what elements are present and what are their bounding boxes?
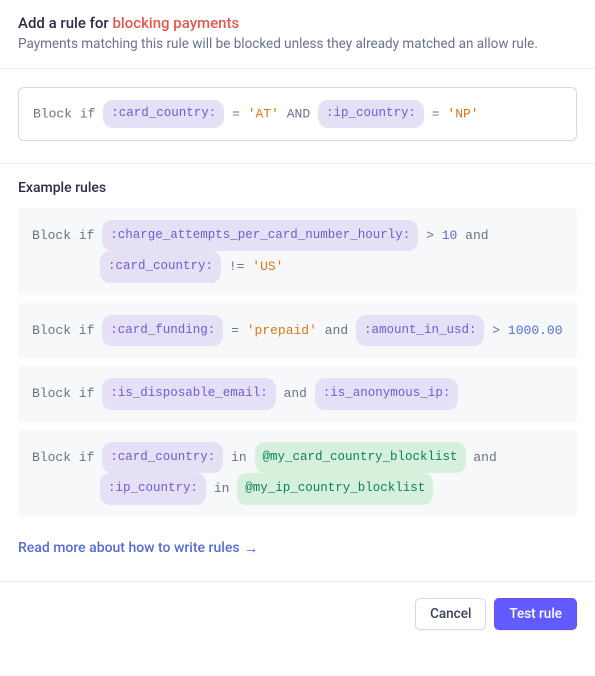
field-card-country: :card_country: bbox=[100, 251, 221, 283]
footer: Cancel Test rule bbox=[0, 581, 595, 648]
field-ip-country: :ip_country: bbox=[100, 473, 206, 505]
field-disposable-email: :is_disposable_email: bbox=[102, 378, 276, 410]
rule-editor-input[interactable]: Block if :card_country: = 'AT' AND :ip_c… bbox=[18, 87, 577, 141]
conj-and: and bbox=[465, 228, 488, 243]
operator-in: in bbox=[231, 450, 247, 465]
operator-eq: = bbox=[231, 323, 239, 338]
field-card-country: :card_country: bbox=[102, 442, 223, 474]
keyword: Block if bbox=[32, 386, 94, 401]
operator-gt: > bbox=[426, 228, 434, 243]
field-ip-country: :ip_country: bbox=[318, 100, 424, 128]
read-more-text: Read more about how to write rules bbox=[18, 540, 240, 556]
field-card-country: :card_country: bbox=[103, 100, 224, 128]
field-charge-attempts: :charge_attempts_per_card_number_hourly: bbox=[102, 220, 418, 252]
title-highlight: blocking payments bbox=[112, 14, 239, 32]
example-rule[interactable]: Block if :is_disposable_email: and :is_a… bbox=[18, 366, 577, 422]
examples-section: Example rules Block if :charge_attempts_… bbox=[0, 164, 595, 517]
page-subtitle: Payments matching this rule will be bloc… bbox=[18, 36, 577, 52]
value-1000: 1000.00 bbox=[508, 323, 563, 338]
example-rule[interactable]: Block if :card_country: in @my_card_coun… bbox=[18, 430, 577, 517]
operator-eq: = bbox=[432, 106, 440, 121]
value-np: 'NP' bbox=[447, 106, 478, 121]
operator-ne: != bbox=[229, 259, 245, 274]
arrow-right-icon: → bbox=[244, 539, 259, 557]
list-ip-country-blocklist: @my_ip_country_blocklist bbox=[237, 473, 433, 505]
operator-gt: > bbox=[492, 323, 500, 338]
title-prefix: Add a rule for bbox=[18, 14, 112, 32]
conj-and: AND bbox=[287, 106, 310, 121]
page-title: Add a rule for blocking payments bbox=[18, 14, 577, 32]
value-10: 10 bbox=[442, 228, 458, 243]
value-prepaid: 'prepaid' bbox=[247, 323, 317, 338]
cancel-button[interactable]: Cancel bbox=[415, 598, 486, 630]
value-at: 'AT' bbox=[248, 106, 279, 121]
conj-and: and bbox=[325, 323, 348, 338]
operator-eq: = bbox=[232, 106, 240, 121]
example-rule[interactable]: Block if :charge_attempts_per_card_numbe… bbox=[18, 208, 577, 295]
conj-and: and bbox=[284, 386, 307, 401]
operator-in: in bbox=[214, 481, 230, 496]
keyword: Block if bbox=[32, 228, 94, 243]
list-card-country-blocklist: @my_card_country_blocklist bbox=[255, 442, 466, 474]
test-rule-button[interactable]: Test rule bbox=[494, 598, 577, 630]
keyword: Block if bbox=[33, 106, 95, 121]
header: Add a rule for blocking payments Payment… bbox=[0, 0, 595, 69]
read-more-link[interactable]: Read more about how to write rules → bbox=[18, 539, 259, 557]
conj-and: and bbox=[473, 450, 496, 465]
examples-heading: Example rules bbox=[18, 180, 577, 196]
field-card-funding: :card_funding: bbox=[102, 315, 223, 347]
field-anonymous-ip: :is_anonymous_ip: bbox=[315, 378, 459, 410]
value-us: 'US' bbox=[252, 259, 283, 274]
keyword: Block if bbox=[32, 450, 94, 465]
keyword: Block if bbox=[32, 323, 94, 338]
field-amount-usd: :amount_in_usd: bbox=[356, 315, 485, 347]
example-rule[interactable]: Block if :card_funding: = 'prepaid' and … bbox=[18, 303, 577, 359]
